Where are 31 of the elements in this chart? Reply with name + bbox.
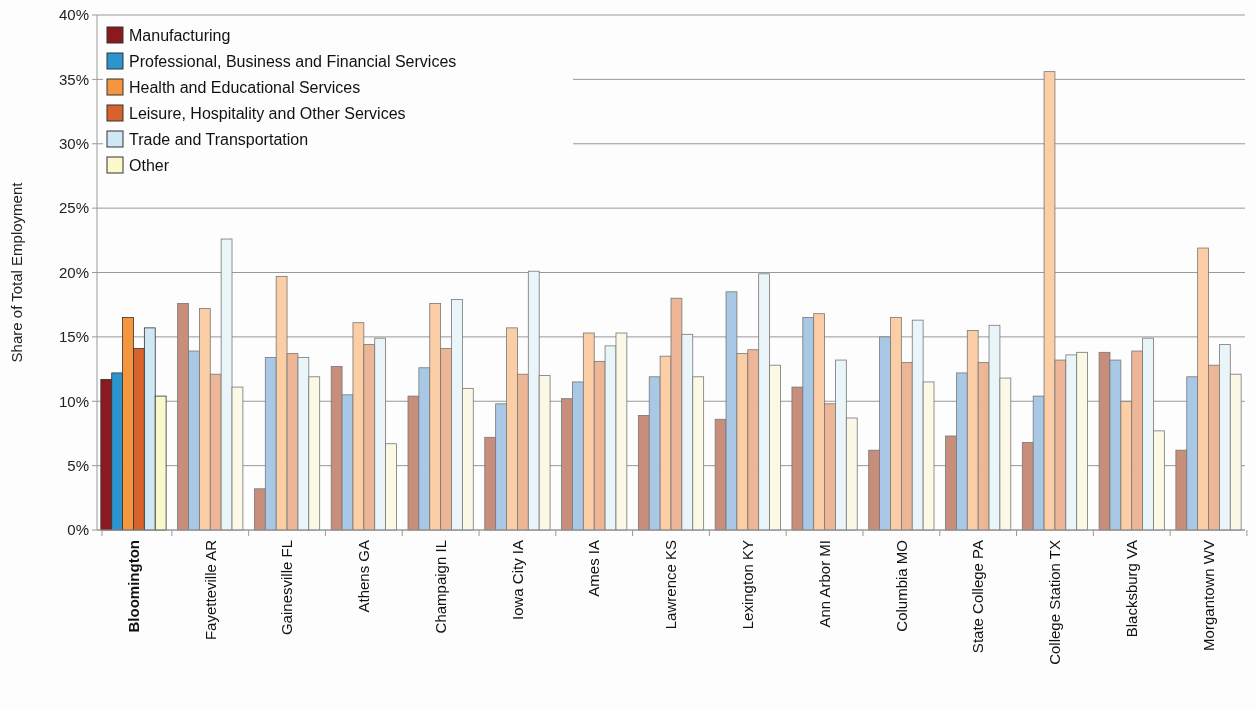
legend-label: Leisure, Hospitality and Other Services (129, 104, 406, 122)
legend-label: Professional, Business and Financial Services (129, 52, 457, 70)
x-tick-label: Ames IA (585, 540, 603, 597)
x-tick-label: Columbia MO (892, 540, 910, 632)
x-tick-label: Athens GA (355, 540, 373, 613)
y-tick-label: 35% (58, 70, 89, 88)
y-axis-title: Share of Total Employment (8, 181, 25, 363)
x-tick-label: Morgantown WV (1199, 540, 1217, 651)
y-tick-label: 20% (58, 263, 89, 281)
legend-label: Other (129, 156, 170, 174)
x-tick-label: Lexington KY (739, 540, 757, 630)
x-tick-label: Blacksburg VA (1122, 540, 1140, 638)
x-tick-label: Champaign IL (431, 540, 449, 634)
x-tick-label: Gainesville FL (278, 540, 296, 636)
y-tick-label: 5% (67, 456, 89, 474)
x-tick-label: College Station TX (1046, 540, 1064, 665)
legend-label: Health and Educational Services (129, 78, 361, 96)
x-tick-label: Bloomington (124, 540, 142, 633)
x-tick-label: Lawrence KS (662, 540, 680, 630)
legend-label: Manufacturing (129, 26, 231, 44)
y-tick-label: 0% (67, 521, 89, 539)
y-tick-label: 30% (58, 135, 89, 152)
y-tick-label: 15% (58, 328, 89, 346)
x-tick-label: Iowa City IA (508, 540, 526, 621)
y-tick-label: 10% (58, 392, 89, 410)
y-tick-label: 40% (58, 6, 89, 24)
x-tick-label: State College PA (969, 540, 987, 654)
x-tick-label: Ann Arbor MI (815, 540, 833, 628)
legend-label: Trade and Transportation (129, 130, 309, 148)
x-tick-label: Fayetteville AR (201, 539, 219, 641)
y-tick-label: 25% (58, 199, 89, 217)
